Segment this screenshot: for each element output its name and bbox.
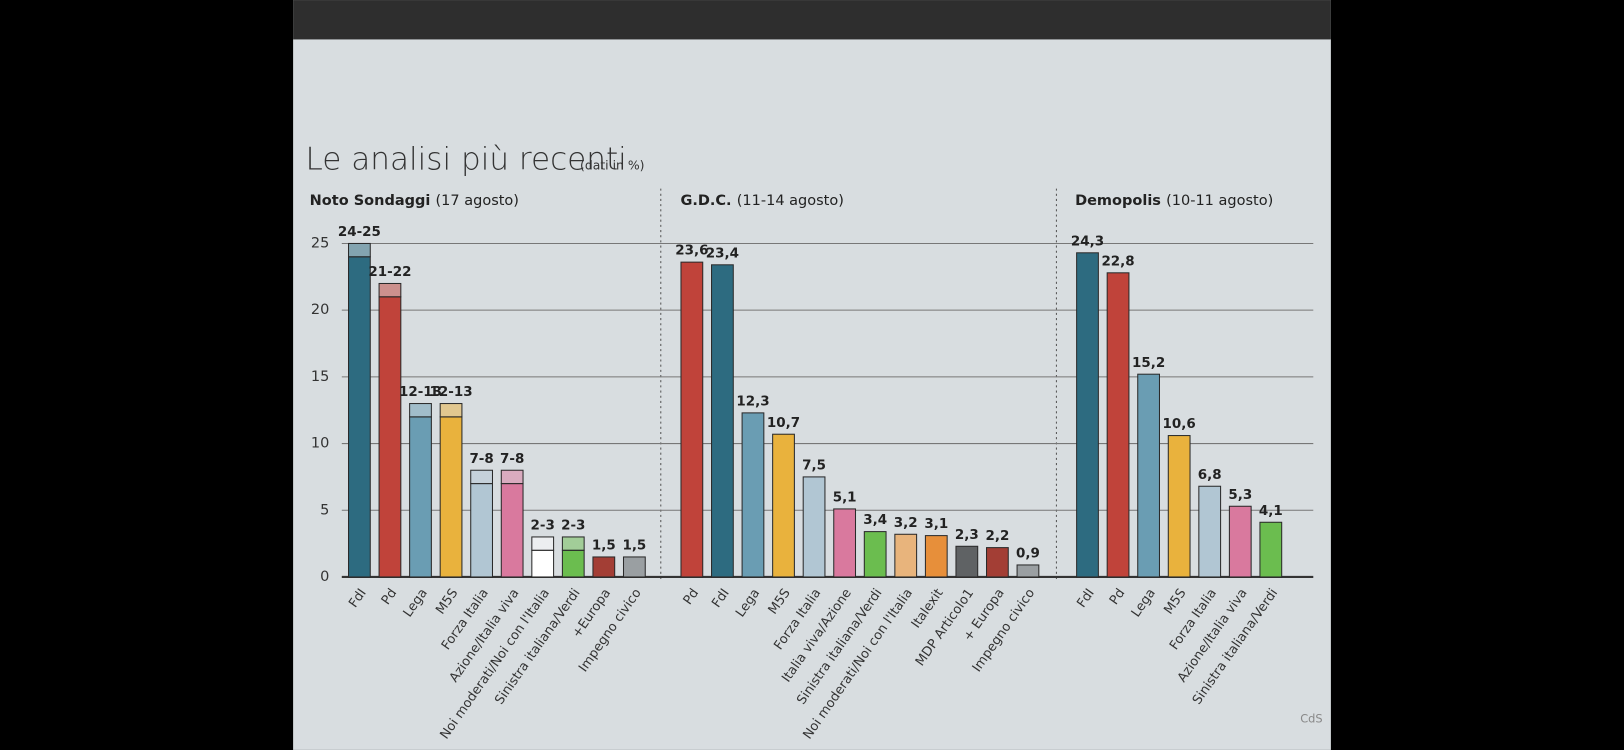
- bar: [955, 545, 979, 578]
- value-label: 7-8: [469, 452, 493, 467]
- title-note: (dati in %): [580, 157, 644, 172]
- bar: [622, 556, 646, 578]
- value-label: 3,2: [894, 516, 918, 531]
- panel-name: Demopolis: [1075, 193, 1161, 209]
- bar: [894, 533, 918, 578]
- bar: [1198, 485, 1222, 578]
- bar: [409, 416, 432, 578]
- bar: [680, 261, 704, 578]
- panel-header: Demopolis (10-11 agosto): [1075, 193, 1273, 209]
- bar: [561, 549, 585, 578]
- panel-date: (17 agosto): [436, 193, 519, 209]
- bar: [986, 547, 1009, 578]
- value-label: 7,5: [802, 459, 826, 474]
- value-label: 24-25: [338, 225, 381, 240]
- bar: [470, 483, 494, 578]
- bar: [802, 476, 826, 578]
- chart-title: Le analisi più recenti: [306, 142, 627, 178]
- top-bar: [293, 0, 1331, 40]
- y-tick-label: 20: [311, 302, 329, 318]
- value-label: 15,2: [1132, 356, 1165, 371]
- bar: [1076, 252, 1099, 578]
- value-label: 10,7: [767, 416, 800, 431]
- bar: [348, 242, 371, 258]
- panel-header: G.D.C. (11-14 agosto): [680, 193, 843, 209]
- value-label: 10,6: [1163, 417, 1196, 432]
- panel-date: (11-14 agosto): [737, 193, 844, 209]
- bar: [711, 264, 734, 578]
- bar: [863, 531, 887, 578]
- value-label: 3,1: [924, 517, 948, 532]
- bar: [439, 403, 463, 418]
- bar: [531, 549, 555, 578]
- value-label: 12-13: [399, 385, 442, 400]
- value-label: 1,5: [622, 539, 646, 554]
- bar: [1228, 505, 1252, 578]
- bar: [1259, 521, 1283, 578]
- bar: [409, 403, 432, 418]
- y-tick-label: 10: [311, 436, 329, 452]
- y-tick-label: 0: [320, 569, 329, 585]
- bar: [741, 412, 765, 578]
- y-tick-label: 15: [311, 369, 329, 385]
- y-tick-label: 25: [311, 235, 329, 251]
- value-label: 3,4: [863, 513, 887, 528]
- bar: [1167, 435, 1191, 578]
- bar: [592, 556, 616, 578]
- value-label: 0,9: [1016, 547, 1040, 562]
- value-label: 5,3: [1228, 488, 1252, 503]
- bar: [348, 256, 371, 578]
- panel-name: G.D.C.: [680, 193, 731, 209]
- panel-header: Noto Sondaggi (17 agosto): [310, 193, 519, 209]
- value-label: 22,8: [1101, 254, 1134, 269]
- value-label: 2,2: [985, 529, 1009, 544]
- panel-date: (10-11 agosto): [1166, 193, 1273, 209]
- y-tick-label: 5: [320, 502, 329, 518]
- value-label: 12-13: [430, 385, 473, 400]
- bar: [1137, 373, 1160, 578]
- bar: [1106, 272, 1130, 578]
- bar: [470, 469, 494, 485]
- value-label: 2-3: [561, 519, 585, 534]
- bar: [378, 282, 402, 298]
- bar: [772, 433, 795, 578]
- value-label: 2-3: [531, 519, 555, 534]
- value-label: 5,1: [833, 491, 857, 506]
- source: CdS: [1300, 711, 1322, 725]
- value-label: 23,6: [675, 244, 708, 259]
- value-label: 4,1: [1259, 504, 1283, 519]
- bar: [833, 508, 857, 578]
- value-label: 21-22: [368, 265, 411, 280]
- value-label: 24,3: [1071, 234, 1104, 249]
- value-label: 6,8: [1198, 468, 1222, 483]
- bar: [531, 536, 555, 551]
- bar: [1016, 564, 1040, 578]
- value-label: 1,5: [592, 539, 616, 554]
- bar: [439, 416, 463, 578]
- bar: [500, 483, 524, 578]
- value-label: 2,3: [955, 528, 979, 543]
- bar: [500, 469, 524, 485]
- panel-name: Noto Sondaggi: [310, 193, 431, 209]
- value-label: 12,3: [736, 394, 769, 409]
- value-label: 23,4: [706, 246, 739, 261]
- bar: [561, 536, 585, 551]
- bar: [924, 535, 948, 578]
- value-label: 7-8: [500, 452, 524, 467]
- bar: [378, 296, 402, 578]
